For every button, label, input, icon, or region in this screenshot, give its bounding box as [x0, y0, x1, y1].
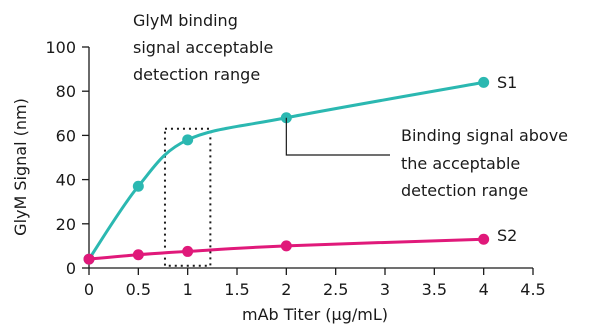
x-tick-label: 4	[479, 280, 489, 299]
y-tick-label: 20	[56, 215, 76, 234]
annotation-above-line-2: the acceptable	[401, 154, 520, 173]
series-line-s1	[87, 80, 484, 261]
annotation-layer	[285, 117, 390, 156]
series-label-s2: S2	[497, 226, 517, 245]
series-label-s1: S1	[497, 73, 517, 92]
annotation-range-line-2: signal acceptable	[133, 38, 273, 57]
data-point-s1	[478, 76, 490, 88]
x-axis-label: mAb Titer (µg/mL)	[242, 305, 388, 324]
x-tick-label: 2	[281, 280, 291, 299]
annotation-above-line-3: detection range	[401, 181, 528, 200]
data-point-s2	[478, 233, 490, 245]
series-layer	[83, 76, 490, 265]
data-point-s2	[182, 245, 194, 257]
acceptable-range-box-layer	[163, 127, 212, 267]
x-tick-label: 0.5	[126, 280, 151, 299]
annotation-leader-line	[285, 117, 390, 156]
data-point-s1	[132, 180, 144, 192]
y-tick-label: 40	[56, 171, 76, 190]
x-tick-label: 3	[380, 280, 390, 299]
annotation-range-line-3: detection range	[133, 65, 260, 84]
x-tick-label: 3.5	[422, 280, 447, 299]
y-axis-label: GlyM Signal (nm)	[11, 98, 30, 236]
data-point-s2	[83, 253, 95, 265]
x-tick-label: 4.5	[520, 280, 545, 299]
data-point-s1	[182, 134, 194, 146]
data-point-s2	[280, 240, 292, 252]
acceptable-range-box	[163, 127, 212, 267]
y-tick-label: 60	[56, 126, 76, 145]
data-point-s2	[132, 249, 144, 261]
x-tick-label: 1.5	[224, 280, 249, 299]
ticks: 0 20 40 60 80 100 0 0.5 1 1.5 2 2.5 3 3.5 4 4.5	[45, 38, 545, 299]
x-tick-label: 0	[84, 280, 94, 299]
y-tick-label: 0	[66, 259, 76, 278]
annotation-range-line-1: GlyM binding	[133, 11, 238, 30]
y-tick-label: 80	[56, 82, 76, 101]
axes	[88, 47, 533, 269]
x-tick-label: 1	[183, 280, 193, 299]
x-tick-label: 2.5	[323, 280, 348, 299]
annotation-above-line-1: Binding signal above	[401, 126, 568, 145]
y-tick-label: 100	[45, 38, 76, 57]
